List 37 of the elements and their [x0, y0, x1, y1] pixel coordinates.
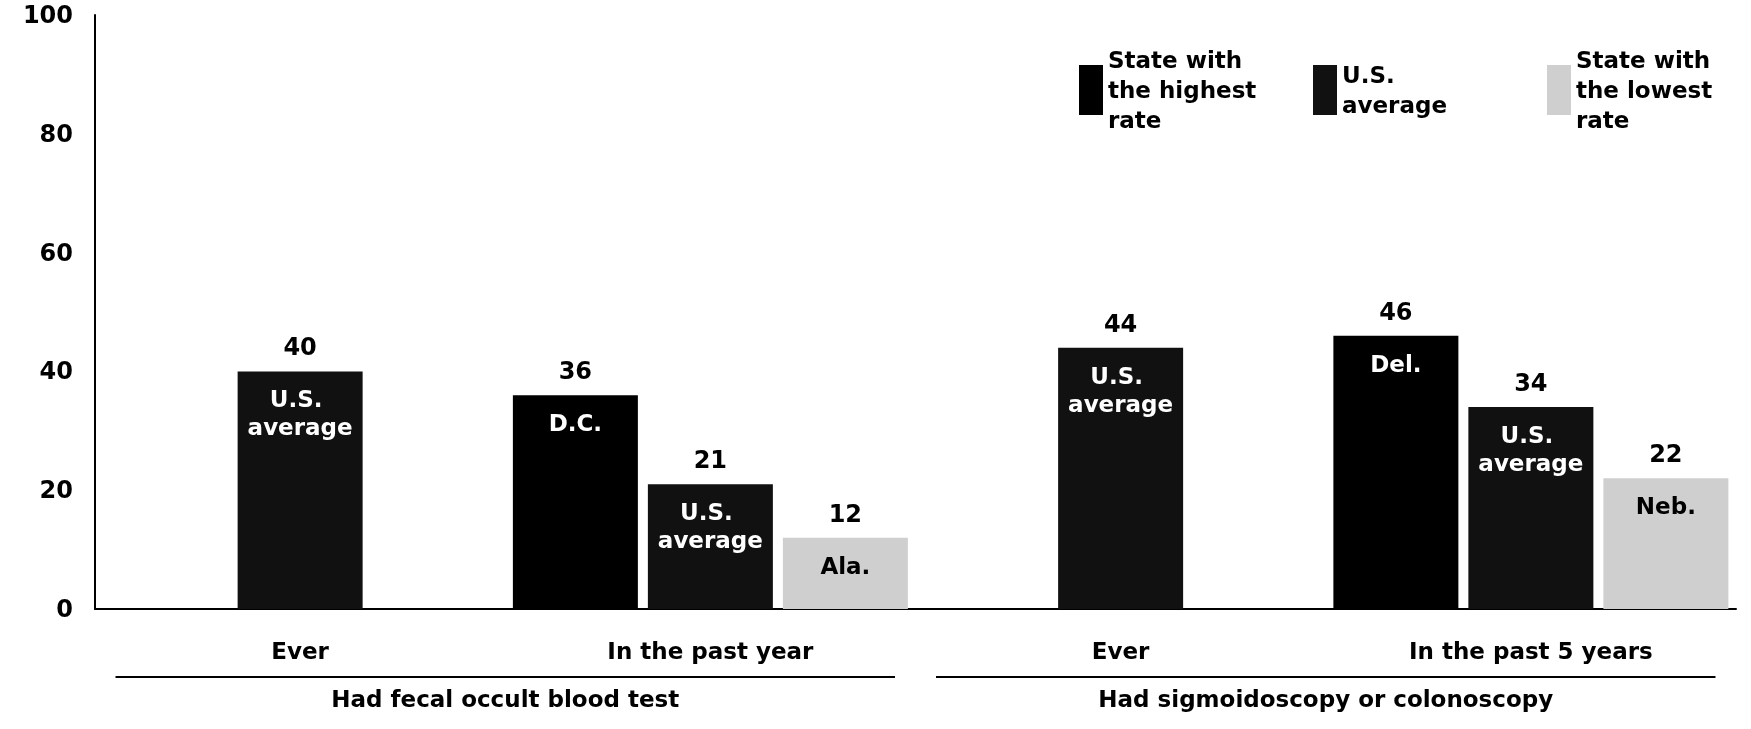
y-tick-label: 20	[39, 476, 73, 505]
legend-label: U.S. average	[1342, 62, 1448, 118]
y-tick-label: 40	[39, 357, 73, 386]
annotation: D.C.	[548, 410, 603, 437]
x-tick-label: In the past year	[607, 637, 815, 664]
annotation: Del.	[1370, 350, 1422, 377]
bar	[1058, 347, 1184, 609]
legend-label: State with the lowest rate	[1576, 47, 1721, 133]
data-label: 40	[283, 333, 317, 362]
annotation: U.S. average	[1068, 362, 1174, 417]
data-label: 36	[558, 357, 593, 386]
bar	[647, 484, 773, 609]
data-label: 22	[1649, 440, 1683, 469]
x-tick-label: Ever	[271, 637, 330, 664]
bar	[1603, 478, 1729, 609]
bar	[782, 537, 908, 609]
y-tick-label: 100	[22, 1, 73, 29]
y-tick-label: 80	[39, 119, 73, 148]
data-label: 44	[1103, 309, 1138, 338]
annotation: U.S. average	[1478, 422, 1584, 477]
text: Had fecal occult blood test	[331, 685, 680, 712]
text: Had sigmoidoscopy or colonoscopy	[1098, 685, 1554, 712]
annotation: U.S. average	[657, 499, 763, 554]
y-tick-label: 0	[56, 595, 73, 623]
data-label: 12	[828, 499, 863, 528]
x-tick-label: Ever	[1091, 637, 1151, 664]
legend-label: State with the highest rate	[1108, 47, 1265, 133]
data-label: 34	[1514, 369, 1548, 398]
annotation: Neb.	[1635, 493, 1696, 520]
annotation: Ala.	[820, 552, 871, 579]
data-label: 21	[693, 446, 728, 475]
y-tick-label: 60	[39, 238, 73, 267]
x-tick-label: In the past 5 years	[1409, 637, 1653, 664]
bar	[237, 371, 363, 609]
annotation: U.S. average	[247, 386, 353, 441]
bar	[1468, 407, 1594, 609]
data-label: 46	[1379, 297, 1413, 326]
